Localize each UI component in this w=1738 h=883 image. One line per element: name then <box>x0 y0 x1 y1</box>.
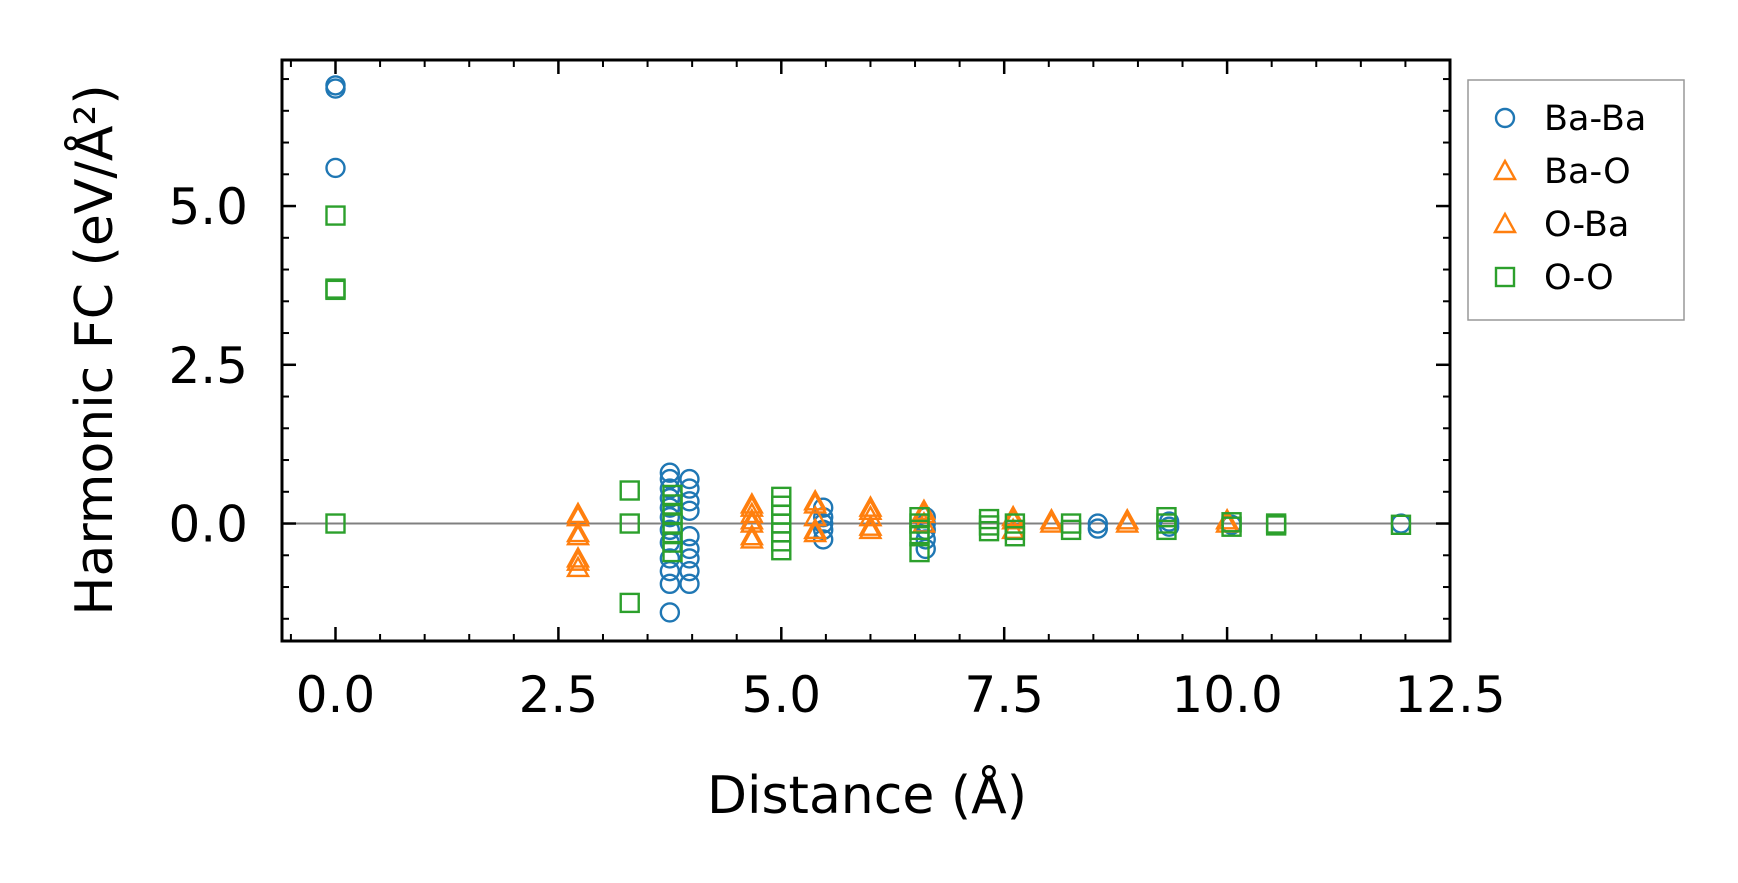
data-point <box>771 539 792 561</box>
data-point <box>619 592 640 614</box>
series-ba-ba <box>325 75 1412 623</box>
data-point <box>659 602 681 623</box>
x-tick-label: 0.0 <box>296 666 376 724</box>
data-point <box>1265 515 1287 536</box>
data-point <box>325 278 346 299</box>
data-point <box>803 517 828 540</box>
data-point <box>739 495 764 517</box>
legend-label-o-o: O-O <box>1544 258 1614 298</box>
legend-box <box>1467 79 1685 321</box>
data-point <box>325 205 346 226</box>
y-axis-label: Harmonic FC (eV/Å²) <box>63 84 125 615</box>
data-point <box>325 513 346 534</box>
legend-label-ba-o: Ba-O <box>1544 152 1631 192</box>
y-tick-label: 2.5 <box>168 337 248 395</box>
data-point <box>325 78 346 99</box>
data-point <box>803 520 828 543</box>
data-point <box>565 545 591 568</box>
data-point <box>1004 526 1026 547</box>
data-point <box>978 508 1000 530</box>
y-tick-label: 0.0 <box>168 496 248 554</box>
x-tick-label: 7.5 <box>964 666 1044 724</box>
plot-frame <box>280 58 1452 643</box>
data-point <box>1115 507 1140 530</box>
legend-marker-ba-o <box>1492 158 1518 181</box>
y-tick-label: 5.0 <box>168 178 248 236</box>
data-point <box>662 541 683 563</box>
data-point <box>1087 513 1109 534</box>
data-point <box>1087 518 1109 539</box>
data-point <box>1001 504 1026 527</box>
x-axis-label: Distance (Å) <box>707 764 1027 826</box>
data-point <box>739 501 764 524</box>
data-point <box>659 497 681 518</box>
data-point <box>325 157 346 179</box>
data-point <box>1115 511 1140 533</box>
data-point <box>659 548 681 569</box>
data-point <box>619 480 640 501</box>
legend-marker-o-ba <box>1492 211 1518 234</box>
x-tick-label: 2.5 <box>519 666 599 724</box>
data-point <box>978 515 1000 536</box>
data-point <box>325 279 346 301</box>
legend: Ba-Ba Ba-O O-Ba O-O <box>1467 79 1685 321</box>
data-point <box>803 492 828 514</box>
data-point <box>1390 514 1412 535</box>
x-tick-label: 10.0 <box>1171 666 1282 724</box>
data-point <box>909 526 930 547</box>
x-tick-label: 12.5 <box>1394 666 1505 724</box>
data-point <box>1060 519 1082 541</box>
data-point <box>679 468 700 490</box>
data-point <box>659 573 681 595</box>
data-point <box>858 514 883 536</box>
legend-label-o-ba: O-Ba <box>1544 205 1629 245</box>
data-point <box>858 517 883 540</box>
data-point <box>659 519 681 541</box>
legend-marker-ba-ba <box>1494 107 1516 129</box>
legend-label-ba-ba: Ba-Ba <box>1544 99 1646 139</box>
data-point <box>565 549 591 571</box>
data-point <box>565 520 591 543</box>
data-point <box>679 560 700 582</box>
data-markers <box>325 75 1412 623</box>
data-point <box>565 523 591 546</box>
data-point <box>739 526 764 549</box>
axes: 0.0 2.5 5.0 7.5 10.0 12.5 0.0 2.5 5.0 <box>168 58 1506 724</box>
data-point <box>1221 516 1242 537</box>
series-o-o <box>325 205 1412 614</box>
data-point <box>659 462 681 483</box>
data-point <box>679 573 700 595</box>
data-point <box>1039 511 1064 533</box>
data-point <box>1039 507 1064 530</box>
data-point <box>565 555 591 578</box>
data-point <box>978 520 1000 542</box>
data-point <box>858 504 883 527</box>
data-point <box>739 523 764 546</box>
data-point <box>1156 519 1177 541</box>
data-point <box>813 529 834 550</box>
data-point <box>619 513 640 534</box>
data-point <box>909 541 930 563</box>
data-point <box>659 506 681 528</box>
legend-marker-o-o <box>1494 266 1516 288</box>
x-tick-label: 5.0 <box>742 666 822 724</box>
